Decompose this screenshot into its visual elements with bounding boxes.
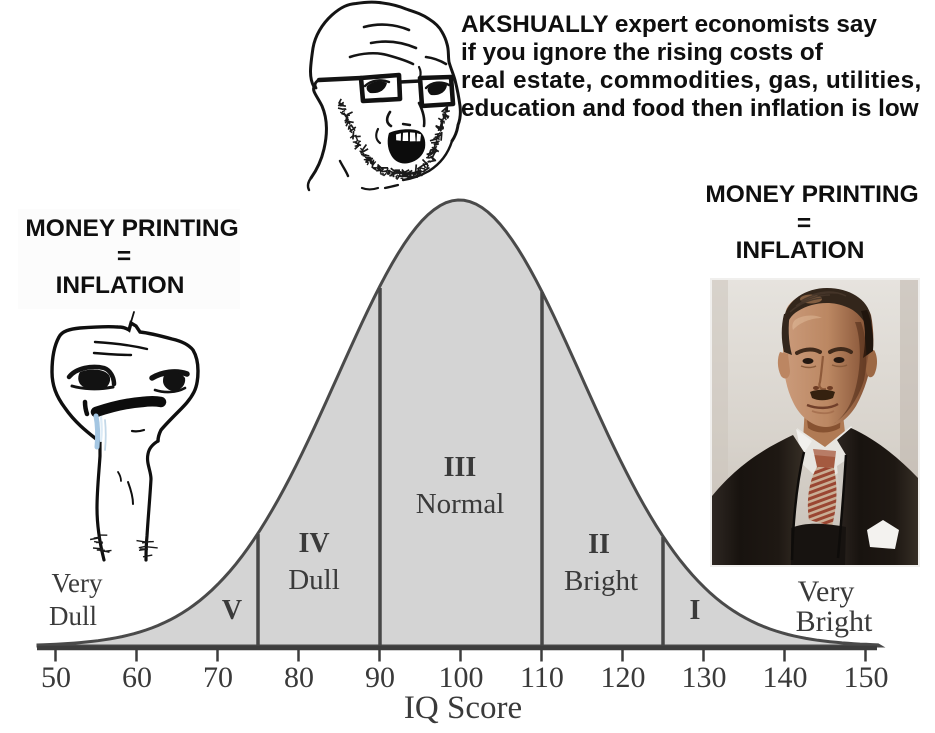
- svg-text:50: 50: [41, 661, 71, 694]
- svg-text:Bright: Bright: [564, 565, 638, 597]
- svg-text:education and food then inflat: education and food then inflation is low: [461, 95, 919, 122]
- svg-text:Very: Very: [52, 568, 103, 598]
- svg-text:Normal: Normal: [416, 488, 505, 520]
- svg-text:MONEY PRINTING: MONEY PRINTING: [705, 181, 918, 208]
- svg-text:AKSHUALLY expert economists sa: AKSHUALLY expert economists say: [461, 11, 877, 38]
- svg-text:INFLATION: INFLATION: [56, 272, 185, 299]
- svg-text:IQ Score: IQ Score: [404, 690, 522, 726]
- svg-text:60: 60: [122, 661, 152, 694]
- svg-text:I: I: [690, 595, 701, 626]
- svg-text:Bright: Bright: [796, 605, 873, 638]
- svg-text:=: =: [117, 243, 131, 270]
- svg-text:Very: Very: [798, 575, 855, 608]
- svg-text:II: II: [588, 529, 610, 560]
- svg-text:MONEY PRINTING: MONEY PRINTING: [25, 215, 238, 242]
- svg-text:150: 150: [844, 661, 889, 694]
- svg-text:III: III: [444, 452, 477, 483]
- svg-text:110: 110: [520, 661, 564, 694]
- svg-text:90: 90: [365, 661, 395, 694]
- svg-text:Dull: Dull: [49, 601, 97, 631]
- svg-text:if you ignore the rising costs: if you ignore the rising costs of: [461, 39, 824, 66]
- svg-text:real estate, commodities, gas,: real estate, commodities, gas, utilities…: [461, 67, 922, 94]
- svg-text:130: 130: [682, 661, 727, 694]
- svg-text:120: 120: [601, 661, 646, 694]
- svg-text:Dull: Dull: [288, 564, 340, 596]
- svg-text:100: 100: [439, 661, 484, 694]
- svg-text:=: =: [797, 210, 811, 237]
- svg-text:70: 70: [203, 661, 233, 694]
- svg-text:140: 140: [763, 661, 808, 694]
- svg-text:80: 80: [284, 661, 314, 694]
- svg-text:V: V: [222, 595, 242, 626]
- svg-text:INFLATION: INFLATION: [736, 237, 865, 264]
- svg-text:IV: IV: [298, 528, 329, 559]
